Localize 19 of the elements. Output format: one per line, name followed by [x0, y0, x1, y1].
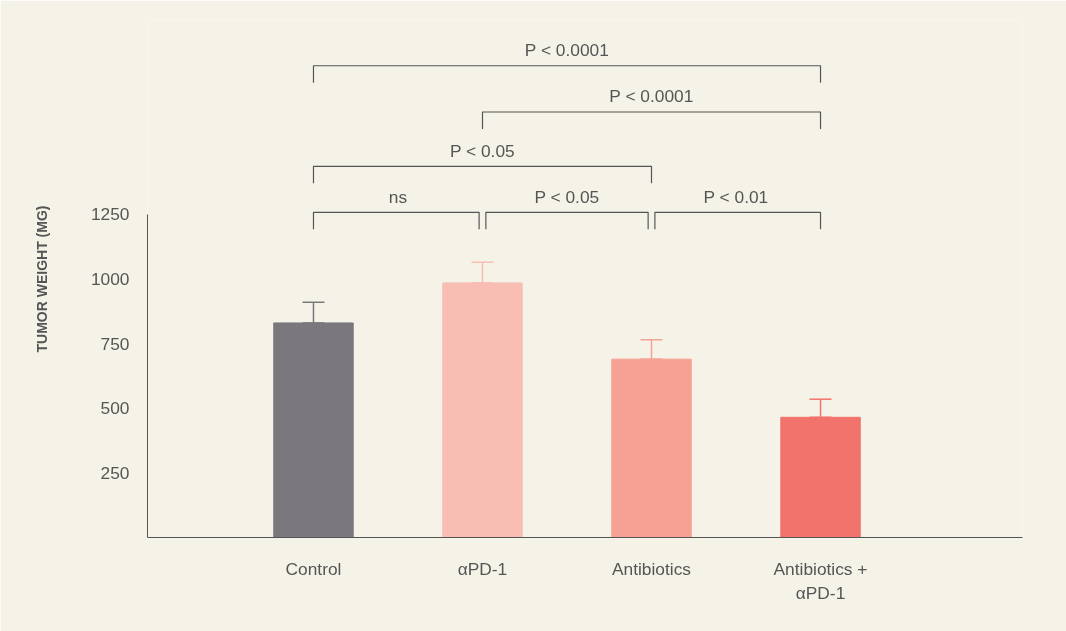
y-tick-label: 750	[100, 333, 130, 354]
bar	[442, 282, 523, 538]
text: P < 0.0001	[609, 86, 694, 107]
x-tick-label: αPD-1	[457, 558, 508, 579]
text: P < 0.0001	[524, 40, 609, 61]
text: P < 0.01	[703, 186, 769, 207]
text: P < 0.05	[449, 140, 515, 161]
bar	[611, 358, 692, 538]
y-axis-title: TUMOR WEIGHT (MG)	[33, 205, 50, 353]
text: ns	[388, 186, 408, 207]
y-tick-label: 250	[100, 462, 130, 483]
y-tick-label: 500	[100, 398, 130, 419]
bar	[273, 322, 354, 538]
y-tick-label: 1000	[90, 269, 130, 289]
x-tick-label: Antibiotics	[612, 558, 692, 579]
x-tick-label: Control	[285, 558, 342, 579]
x-tick-label: Antibiotics + αPD-1	[773, 558, 868, 603]
text: P < 0.05	[534, 186, 600, 207]
y-tick-label: 1250	[90, 204, 130, 225]
